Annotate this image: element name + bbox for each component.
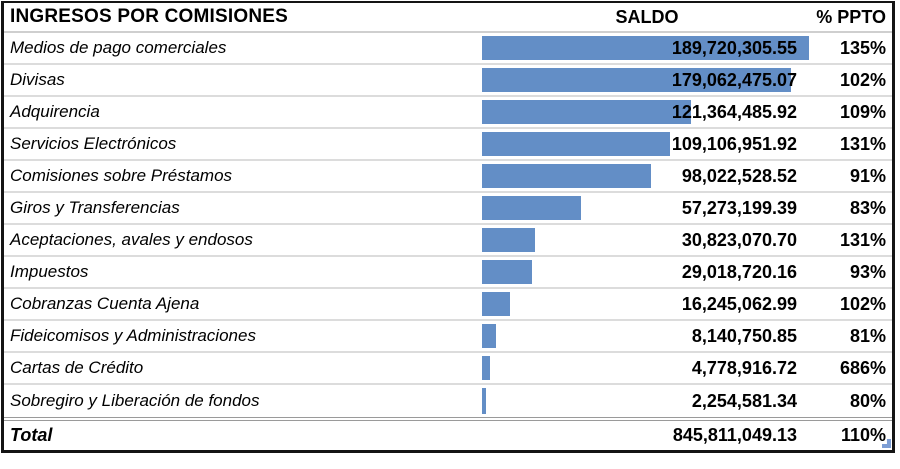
saldo-cell[interactable]: 121,364,485.92 (482, 97, 812, 127)
saldo-cell[interactable]: 30,823,070.70 (482, 225, 812, 255)
column-header-saldo[interactable]: SALDO (482, 3, 812, 31)
ppto-cell[interactable]: 83% (849, 197, 886, 218)
data-bar (482, 292, 510, 316)
saldo-value: 29,018,720.16 (681, 261, 797, 282)
ppto-cell[interactable]: 131% (839, 133, 886, 154)
ppto-cell[interactable]: 686% (839, 357, 886, 378)
saldo-value: 8,140,750.85 (691, 325, 797, 346)
table-title[interactable]: INGRESOS POR COMISIONES (10, 6, 289, 27)
saldo-value: 98,022,528.52 (681, 165, 797, 186)
saldo-value: 109,106,951.92 (671, 133, 797, 154)
saldo-cell[interactable]: 57,273,199.39 (482, 193, 812, 223)
header-row: INGRESOS POR COMISIONES SALDO % PPTO (4, 3, 892, 33)
data-bar (482, 36, 809, 60)
saldo-cell[interactable]: 98,022,528.52 (482, 161, 812, 191)
saldo-value: 57,273,199.39 (681, 197, 797, 218)
table-row: Giros y Transferencias 57,273,199.39 83% (4, 193, 892, 225)
saldo-cell[interactable]: 109,106,951.92 (482, 129, 812, 159)
category-cell[interactable]: Aceptaciones, avales y endosos (10, 230, 253, 249)
category-cell[interactable]: Adquirencia (10, 102, 100, 121)
ppto-cell[interactable]: 93% (849, 261, 886, 282)
data-bar (482, 324, 496, 348)
total-saldo-cell[interactable]: 845,811,049.13 (482, 421, 812, 449)
saldo-cell[interactable]: 8,140,750.85 (482, 321, 812, 351)
table-row: Impuestos 29,018,720.16 93% (4, 257, 892, 289)
data-bar (482, 68, 791, 92)
category-cell[interactable]: Impuestos (10, 262, 89, 281)
saldo-cell[interactable]: 189,720,305.55 (482, 33, 812, 63)
saldo-cell[interactable]: 29,018,720.16 (482, 257, 812, 287)
data-bar (482, 196, 581, 220)
category-cell[interactable]: Cobranzas Cuenta Ajena (10, 294, 200, 313)
ppto-cell[interactable]: 81% (849, 325, 886, 346)
data-bar (482, 164, 651, 188)
table-body: Medios de pago comerciales 189,720,305.55… (4, 33, 892, 417)
table-row: Aceptaciones, avales y endosos 30,823,070… (4, 225, 892, 257)
table-row: Comisiones sobre Préstamos 98,022,528.52 9… (4, 161, 892, 193)
category-cell[interactable]: Comisiones sobre Préstamos (10, 166, 233, 185)
column-header-ppto[interactable]: % PPTO (816, 6, 886, 27)
table-row: Medios de pago comerciales 189,720,305.55… (4, 33, 892, 65)
category-cell[interactable]: Cartas de Crédito (10, 358, 144, 377)
data-bar (482, 228, 536, 252)
saldo-cell[interactable]: 16,245,062.99 (482, 289, 812, 319)
total-saldo-value: 845,811,049.13 (672, 424, 797, 445)
column-header-saldo-label: SALDO (615, 6, 679, 27)
saldo-value: 2,254,581.34 (691, 390, 797, 411)
commissions-table: INGRESOS POR COMISIONES SALDO % PPTO Med… (1, 1, 895, 453)
ppto-cell[interactable]: 102% (839, 69, 886, 90)
data-bar (482, 356, 491, 380)
ppto-cell[interactable]: 135% (839, 37, 886, 58)
table-row: Adquirencia 121,364,485.92 109% (4, 97, 892, 129)
ppto-cell[interactable]: 102% (839, 293, 886, 314)
saldo-value: 179,062,475.07 (671, 69, 797, 90)
table-row: Cobranzas Cuenta Ajena 16,245,062.99 102% (4, 289, 892, 321)
table-row: Fideicomisos y Administraciones 8,140,750… (4, 321, 892, 353)
saldo-value: 30,823,070.70 (681, 229, 797, 250)
table-row: Cartas de Crédito 4,778,916.72 686% (4, 353, 892, 385)
saldo-cell[interactable]: 179,062,475.07 (482, 65, 812, 95)
saldo-value: 4,778,916.72 (691, 357, 797, 378)
table-row: Sobregiro y Liberación de fondos 2,254,58… (4, 385, 892, 417)
ppto-cell[interactable]: 131% (839, 229, 886, 250)
saldo-cell[interactable]: 2,254,581.34 (482, 385, 812, 417)
saldo-value: 189,720,305.55 (671, 37, 797, 58)
category-cell[interactable]: Giros y Transferencias (10, 198, 180, 217)
total-ppto-cell[interactable]: 110% (840, 424, 886, 445)
ppto-cell[interactable]: 109% (839, 101, 886, 122)
ppto-cell[interactable]: 91% (849, 165, 886, 186)
data-bar (482, 388, 486, 414)
category-cell[interactable]: Divisas (10, 70, 65, 89)
data-bar (482, 260, 532, 284)
category-cell[interactable]: Medios de pago comerciales (10, 38, 227, 57)
table-row: Servicios Electrónicos 109,106,951.92 131% (4, 129, 892, 161)
saldo-cell[interactable]: 4,778,916.72 (482, 353, 812, 383)
table-row: Divisas 179,062,475.07 102% (4, 65, 892, 97)
saldo-value: 121,364,485.92 (671, 101, 797, 122)
total-row: Total 845,811,049.13 110% (4, 417, 892, 449)
data-bar (482, 132, 671, 156)
ppto-cell[interactable]: 80% (849, 390, 886, 411)
category-cell[interactable]: Fideicomisos y Administraciones (10, 326, 256, 345)
category-cell[interactable]: Servicios Electrónicos (10, 134, 177, 153)
data-bar (482, 100, 692, 124)
total-label-cell[interactable]: Total (10, 424, 53, 445)
category-cell[interactable]: Sobregiro y Liberación de fondos (10, 391, 260, 410)
saldo-value: 16,245,062.99 (681, 293, 797, 314)
